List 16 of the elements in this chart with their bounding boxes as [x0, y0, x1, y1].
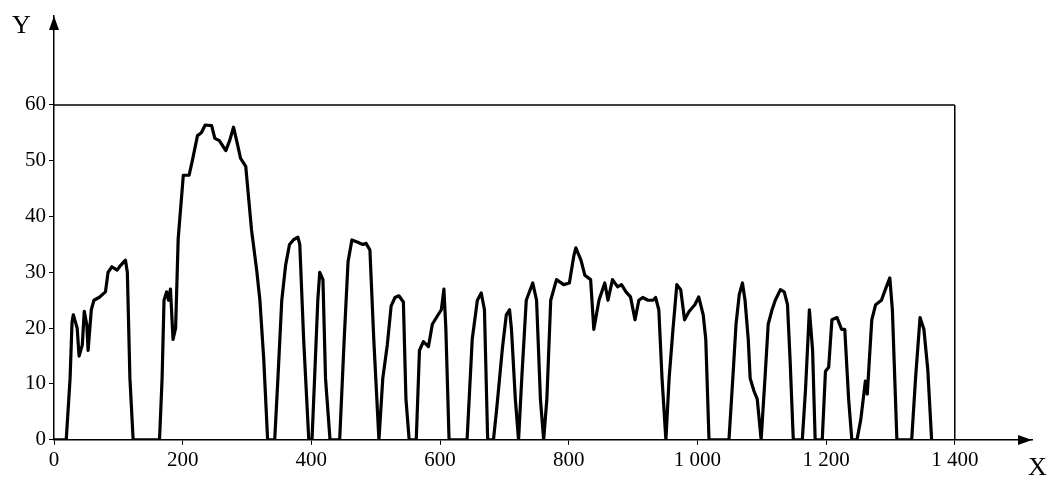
x-tick-label: 800 — [552, 446, 585, 471]
y-tick-label: 20 — [25, 314, 46, 339]
y-tick-label: 0 — [35, 426, 46, 451]
x-tick-label: 1 400 — [931, 446, 979, 471]
y-tick-label: 40 — [25, 203, 46, 228]
y-tick-label: 10 — [25, 370, 46, 395]
y-tick-label: 60 — [25, 91, 46, 116]
x-axis-title: X — [1028, 451, 1047, 481]
x-tick-label: 1 200 — [802, 446, 850, 471]
y-tick-label: 50 — [25, 147, 46, 172]
x-tick-label: 1 000 — [673, 446, 722, 471]
x-tick-label: 200 — [166, 446, 199, 471]
x-tick-label: 400 — [295, 446, 328, 471]
y-axis-title: Y — [12, 9, 31, 39]
x-tick-label: 600 — [424, 446, 456, 471]
y-tick-label: 30 — [25, 258, 46, 283]
